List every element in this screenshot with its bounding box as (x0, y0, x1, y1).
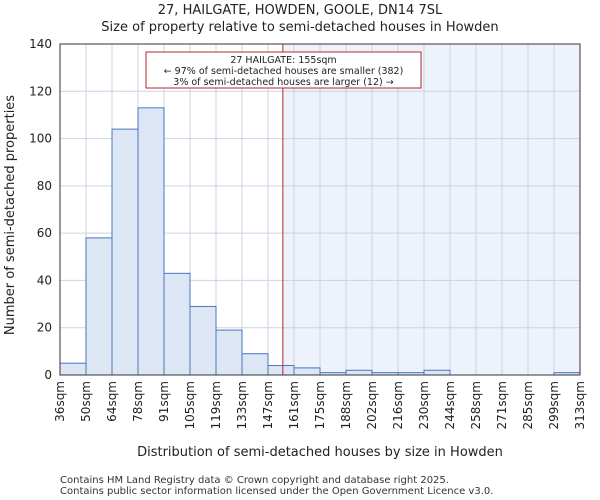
bar (293, 367, 321, 376)
x-tick-label: 64sqm (105, 381, 119, 422)
bar (85, 237, 113, 376)
bar (423, 369, 451, 376)
x-tick-label: 299sqm (547, 381, 561, 429)
bar (241, 353, 269, 376)
x-tick-label: 119sqm (209, 381, 223, 429)
bar (345, 369, 373, 376)
x-tick-label: 161sqm (287, 381, 301, 429)
x-tick-label: 258sqm (469, 381, 483, 429)
bar (111, 128, 139, 376)
x-tick-label: 147sqm (261, 381, 275, 429)
x-tick-label: 36sqm (53, 381, 67, 422)
y-tick-label: 100 (29, 132, 52, 146)
annotation-text: 3% of semi-detached houses are larger (1… (173, 77, 393, 88)
plot-frame (59, 43, 581, 376)
x-tick-label: 188sqm (339, 381, 353, 429)
y-tick-label: 140 (29, 37, 52, 51)
y-tick-label: 20 (37, 321, 52, 335)
y-tick-label: 40 (37, 273, 52, 287)
y-tick-label: 60 (37, 226, 52, 240)
annotation-box (145, 51, 422, 89)
x-tick-label: 271sqm (495, 381, 509, 429)
bar (189, 305, 217, 376)
x-tick-label: 91sqm (157, 381, 171, 422)
bar (59, 362, 87, 376)
footer-copyright: Contains HM Land Registry data © Crown c… (60, 475, 449, 486)
x-tick-label: 244sqm (443, 381, 457, 429)
footer-licence: Contains public sector information licen… (60, 486, 494, 497)
x-tick-label: 313sqm (573, 381, 587, 429)
annotation-text: 27 HAILGATE: 155sqm (230, 55, 336, 66)
x-tick-label: 216sqm (391, 381, 405, 429)
y-tick-label: 120 (29, 84, 52, 98)
y-tick-label: 80 (37, 179, 52, 193)
y-axis-label: Number of semi-detached properties (3, 95, 18, 335)
chart-title: 27, HAILGATE, HOWDEN, GOOLE, DN14 7SL (157, 3, 443, 18)
annotation-text: ← 97% of semi-detached houses are smalle… (164, 66, 404, 77)
x-tick-label: 202sqm (365, 381, 379, 429)
x-tick-label: 105sqm (183, 381, 197, 429)
x-tick-label: 285sqm (521, 381, 535, 429)
x-tick-label: 133sqm (235, 381, 249, 429)
x-axis-label: Distribution of semi-detached houses by … (137, 445, 503, 460)
highlight-region (282, 44, 580, 375)
x-tick-label: 78sqm (131, 381, 145, 422)
y-tick-label: 0 (44, 368, 52, 382)
bar (137, 107, 165, 376)
chart-subtitle: Size of property relative to semi-detach… (101, 20, 499, 35)
x-tick-label: 175sqm (313, 381, 327, 429)
x-tick-label: 230sqm (417, 381, 431, 429)
bar (163, 272, 191, 376)
bar (215, 329, 243, 376)
bar (267, 365, 295, 376)
x-tick-label: 50sqm (79, 381, 93, 422)
